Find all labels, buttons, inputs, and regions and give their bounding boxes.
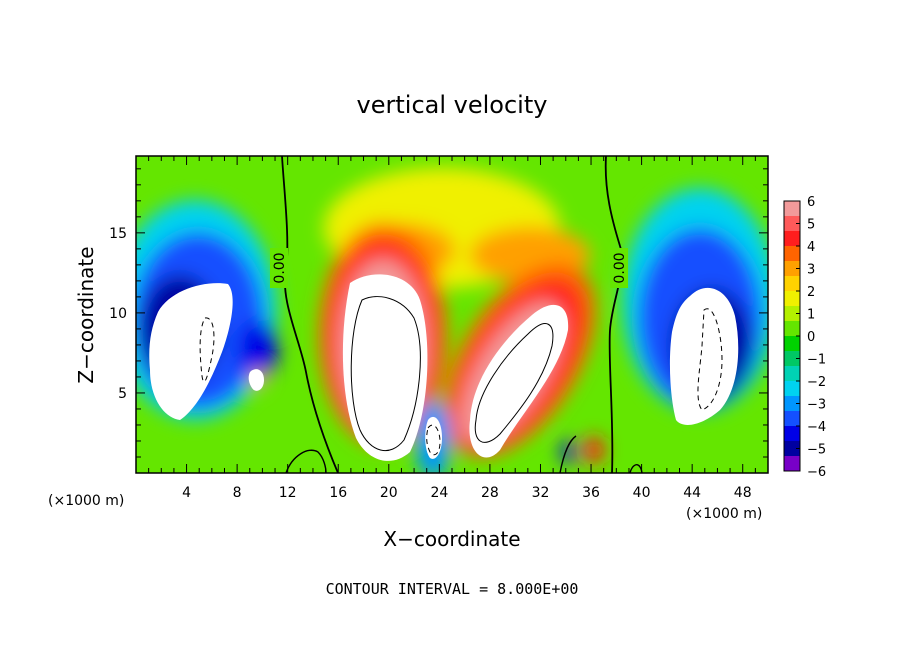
y-axis-label: Z−coordinate — [74, 246, 98, 383]
colorbar-swatch — [784, 441, 800, 457]
contour-labels: 0.00 0.00 — [270, 248, 628, 288]
x-tick-label: 12 — [279, 485, 297, 501]
colorbar-label: 2 — [807, 285, 815, 300]
colorbar-swatch — [784, 246, 800, 262]
y-axis-unit: (×1000 m) — [48, 493, 124, 509]
contour-label-bg — [270, 248, 288, 288]
colorbar-swatch — [784, 351, 800, 367]
colorbar-swatch — [784, 276, 800, 292]
colorbar-label: −4 — [807, 420, 826, 435]
colorbar-swatch — [784, 201, 800, 217]
x-tick-label: 48 — [734, 485, 752, 501]
colorbar-label: 0 — [807, 330, 815, 345]
contour-lines — [199, 156, 723, 473]
x-tick-label: 16 — [329, 485, 347, 501]
colorbar: 6 5 4 3 2 1 0 −1 −2 −3 −4 −5 −6 — [783, 195, 826, 480]
colorbar-swatch — [784, 396, 800, 412]
contour-interval-note: CONTOUR INTERVAL = 8.000E+00 — [326, 580, 579, 598]
colorbar-swatch — [784, 231, 800, 247]
colorbar-swatch — [784, 411, 800, 427]
peak-region — [425, 416, 442, 459]
peak-region — [669, 287, 739, 425]
y-tick-label: 10 — [109, 306, 127, 322]
contour-line — [285, 449, 327, 473]
x-axis-label: X−coordinate — [383, 527, 520, 551]
colorbar-label: 6 — [807, 195, 815, 210]
colorbar-label: 5 — [807, 218, 815, 233]
colorbar-swatch — [784, 456, 800, 472]
x-tick-label: 32 — [532, 485, 550, 501]
x-tick-label: 20 — [380, 485, 398, 501]
x-tick-label: 24 — [430, 485, 448, 501]
colorbar-swatch — [784, 261, 800, 277]
contour-label: 0.00 — [612, 252, 628, 283]
x-tick-label: 28 — [481, 485, 499, 501]
x-axis-unit: (×1000 m) — [686, 506, 762, 522]
colorbar-swatch — [784, 381, 800, 397]
contour-label-bg — [610, 248, 628, 288]
contour-label: 0.00 — [272, 252, 288, 283]
peak-region — [248, 369, 264, 391]
x-tick-label: 44 — [683, 485, 701, 501]
colorbar-swatch — [784, 306, 800, 322]
field-blob — [584, 436, 604, 464]
colorbar-swatch — [784, 321, 800, 337]
x-tick-label: 8 — [233, 485, 242, 501]
field-blob — [561, 440, 575, 464]
plot-area — [135, 155, 769, 474]
peak-region — [469, 304, 569, 458]
y-tick-label: 15 — [109, 226, 127, 242]
colorbar-label: −1 — [807, 353, 826, 368]
y-tick-label: 5 — [118, 386, 127, 402]
colorbar-label: −6 — [807, 465, 826, 480]
field-blob — [238, 320, 278, 380]
x-tick-label: 40 — [633, 485, 651, 501]
colorbar-label: 4 — [807, 240, 815, 255]
contour-line — [350, 296, 421, 451]
colorbar-swatch — [784, 291, 800, 307]
colorbar-label: −3 — [807, 398, 826, 413]
y-axis: 5 10 15 — [109, 168, 768, 458]
chart-title: vertical velocity — [357, 91, 548, 119]
x-tick-label: 4 — [182, 485, 191, 501]
contour-line — [281, 156, 339, 473]
contour-line — [604, 156, 624, 473]
colorbar-label: 3 — [807, 263, 815, 278]
colorbar-swatch — [784, 426, 800, 442]
colorbar-swatch — [784, 366, 800, 382]
peak-region — [342, 274, 428, 461]
colorbar-swatch — [784, 216, 800, 232]
colorbar-label: 1 — [807, 308, 815, 323]
x-axis: 4 8 12 16 20 24 28 32 36 40 44 48 — [148, 156, 756, 501]
colorbar-swatch — [784, 336, 800, 352]
contour-line — [199, 317, 215, 383]
peak-region — [149, 283, 233, 420]
colorbar-label: −2 — [807, 375, 826, 390]
contour-line — [697, 308, 723, 411]
peak-regions — [149, 274, 739, 461]
contour-line — [426, 424, 441, 456]
x-tick-label: 36 — [582, 485, 600, 501]
colorbar-label: −5 — [807, 443, 826, 458]
contour-line — [474, 323, 554, 443]
contour-line — [559, 435, 577, 473]
